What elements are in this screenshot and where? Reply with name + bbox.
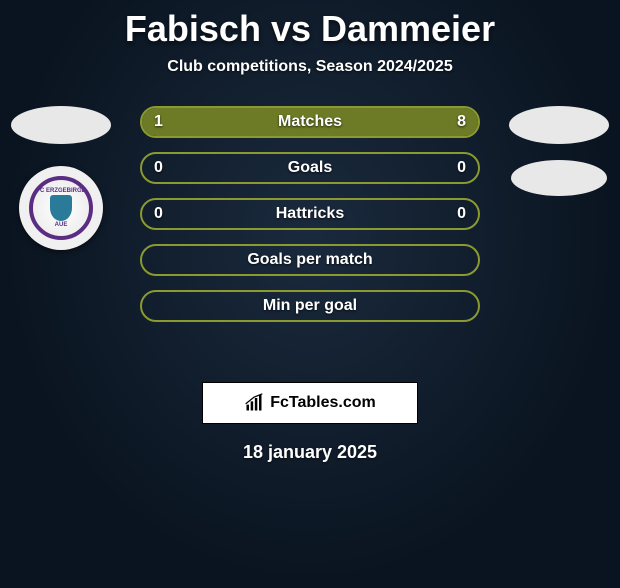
subtitle: Club competitions, Season 2024/2025 (0, 58, 620, 76)
stat-value-right: 8 (457, 113, 466, 131)
player-left-badges: FC ERZGEBIRGE AUE (6, 106, 116, 250)
stat-label: Goals (288, 159, 332, 177)
stat-label: Matches (278, 113, 342, 131)
comparison-content: FC ERZGEBIRGE AUE 1 8 Matches 0 0 Goals 0 0 Hatt… (0, 106, 620, 366)
stat-bars: 1 8 Matches 0 0 Goals 0 0 Hattricks Goals per mat… (140, 106, 480, 322)
chart-icon (244, 393, 264, 413)
stat-bar: 1 8 Matches (140, 106, 480, 138)
stat-bar: Min per goal (140, 290, 480, 322)
stat-bar: Goals per match (140, 244, 480, 276)
club-badge-left-inner: FC ERZGEBIRGE AUE (29, 176, 93, 240)
watermark: FcTables.com (202, 382, 418, 424)
club-badge-left: FC ERZGEBIRGE AUE (19, 166, 103, 250)
club-badge-left-text-bottom: AUE (55, 222, 68, 228)
national-badge-right (509, 106, 609, 144)
player-right-badges (504, 106, 614, 196)
stat-label: Hattricks (276, 205, 344, 223)
stat-value-left: 0 (154, 159, 163, 177)
page-title: Fabisch vs Dammeier (0, 8, 620, 50)
stat-value-right: 0 (457, 159, 466, 177)
stat-value-left: 1 (154, 113, 163, 131)
stat-bar: 0 0 Hattricks (140, 198, 480, 230)
watermark-text: FcTables.com (270, 394, 376, 412)
stat-bar: 0 0 Goals (140, 152, 480, 184)
club-badge-left-text-top: FC ERZGEBIRGE (36, 188, 85, 194)
national-badge-left (11, 106, 111, 144)
stat-label: Min per goal (263, 297, 357, 315)
stat-value-right: 0 (457, 205, 466, 223)
stat-label: Goals per match (247, 251, 372, 269)
stat-value-left: 0 (154, 205, 163, 223)
date: 18 january 2025 (0, 442, 620, 463)
club-badge-right (511, 160, 607, 196)
club-shield-icon (50, 195, 72, 221)
